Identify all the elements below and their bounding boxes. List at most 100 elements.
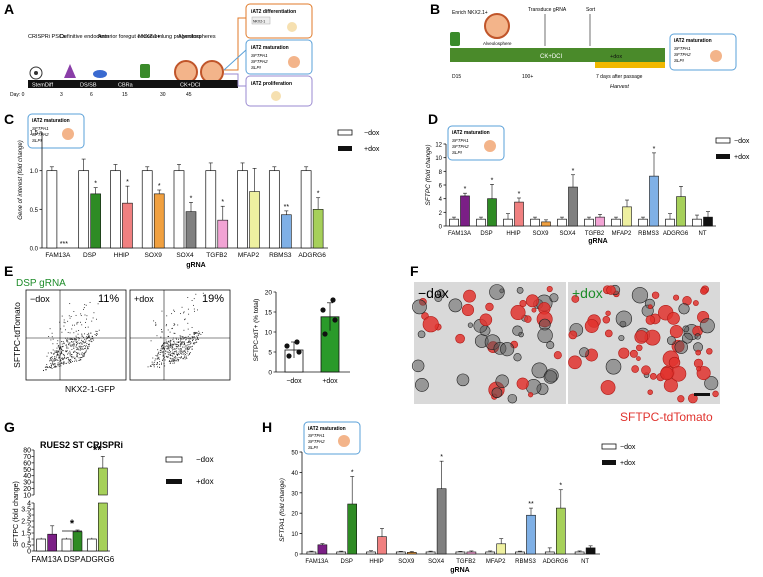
flow-event xyxy=(93,312,95,314)
flow-event xyxy=(91,338,93,340)
d-bar-plus xyxy=(541,221,551,227)
d-sig-0: * xyxy=(464,186,467,193)
d-legend-swatch-plus xyxy=(716,154,730,159)
flow-event xyxy=(173,358,175,360)
g-significance: * ** xyxy=(70,444,102,530)
gene-a-2: SFTPA2 xyxy=(251,59,268,64)
d-cat-6: MFAP2 xyxy=(612,231,632,237)
flow-event xyxy=(162,355,164,357)
c-legend-plus: +dox xyxy=(364,146,380,153)
f-scalebar xyxy=(694,393,710,396)
flow-event xyxy=(67,353,69,355)
g-bar-plus xyxy=(47,533,57,552)
d-legend-minus: −dox xyxy=(734,138,750,145)
flow-event xyxy=(178,341,180,343)
d-cat-3: SOX9 xyxy=(532,231,549,237)
gene-a-3: SLPI xyxy=(251,65,262,70)
b-dox-bar xyxy=(595,62,665,68)
d-bar-minus xyxy=(449,218,459,227)
d-bar-plus xyxy=(622,206,632,227)
f-cell-blob xyxy=(537,327,553,344)
flow-event xyxy=(62,345,64,347)
flow-event xyxy=(87,347,89,349)
flow-event xyxy=(51,332,53,334)
flow-event xyxy=(175,350,177,352)
flow-event xyxy=(54,357,56,359)
flow-event xyxy=(180,353,182,355)
f-cell-blob xyxy=(694,333,701,340)
flow-event xyxy=(172,339,174,341)
c-cat-7: RBMS3 xyxy=(269,252,292,259)
flow-event xyxy=(174,351,176,353)
flow-event xyxy=(64,362,66,364)
flow-event xyxy=(167,351,169,353)
flow-event xyxy=(184,354,186,355)
flow-event xyxy=(43,369,44,371)
flow-event xyxy=(180,344,182,346)
flow-event xyxy=(166,343,168,345)
flow-event xyxy=(175,360,177,362)
box-proliferation xyxy=(245,75,313,107)
flow-event xyxy=(76,355,78,357)
f-cell-blob xyxy=(673,294,680,301)
f-cell-blob xyxy=(645,315,656,325)
flow-event xyxy=(51,366,52,368)
f-cell-blob xyxy=(636,356,641,361)
flow-event xyxy=(196,335,198,337)
flow-event xyxy=(83,307,85,309)
flow-event xyxy=(189,346,191,348)
flow-event xyxy=(84,314,86,316)
arrow-maturation xyxy=(223,49,247,71)
d-cat-9: NT xyxy=(699,231,707,237)
h-bar-minus xyxy=(574,551,585,555)
flow-event xyxy=(194,310,195,312)
flow-event xyxy=(73,348,75,350)
flow-event xyxy=(60,347,62,349)
flow-event xyxy=(173,325,175,327)
flow-event xyxy=(169,345,171,347)
c-significance: *** * * * * * ** * xyxy=(60,179,320,248)
g-ytick-low-4: 2 xyxy=(27,525,31,532)
panel-f-letter: F xyxy=(410,263,419,279)
flow-event xyxy=(82,340,84,342)
flow-event xyxy=(181,343,183,345)
flow-event xyxy=(184,358,186,360)
flow-event xyxy=(159,363,160,365)
g-yticks: 0 0.5 1 1.5 2 2.5 3 3.5 4 10 20 30 40 50… xyxy=(21,448,31,556)
flow-event xyxy=(57,363,59,365)
flow-event xyxy=(193,342,195,344)
flow-event xyxy=(188,340,190,342)
flow-event xyxy=(95,333,97,335)
flow-event xyxy=(87,336,88,338)
flow-event xyxy=(169,360,170,362)
b-maturation-box xyxy=(669,33,737,71)
h-ytick-4: 40 xyxy=(291,471,298,477)
flow-event xyxy=(188,313,190,315)
nkx-box xyxy=(251,16,271,25)
panel-d: D iAT2 maturation SFTPA1 SFTPA2 SLPI SFT… xyxy=(425,111,750,245)
flow-event xyxy=(51,356,53,358)
flow-event xyxy=(80,347,82,349)
flow-event xyxy=(168,348,170,350)
flow-event xyxy=(83,352,85,354)
flow-event xyxy=(197,337,198,338)
flow-event xyxy=(89,335,90,337)
flow-event xyxy=(180,313,181,315)
flow-event xyxy=(60,360,62,362)
b-box-title: iAT2 maturation xyxy=(674,38,712,44)
g-ytick-low-2: 1 xyxy=(27,537,31,544)
flow-event xyxy=(68,352,70,354)
flow-event xyxy=(174,357,176,359)
flow-event xyxy=(84,333,86,335)
flow-event xyxy=(78,352,80,354)
flow-event xyxy=(60,354,62,356)
flow-event xyxy=(83,355,85,357)
flow-event xyxy=(194,332,196,334)
g-legend-swatch-plus xyxy=(166,479,182,484)
d-bar-plus xyxy=(514,201,524,227)
flow-event xyxy=(44,366,46,368)
flow-event xyxy=(175,338,177,340)
flow-event xyxy=(59,321,61,323)
flow-event xyxy=(201,332,203,334)
flow-event xyxy=(183,353,185,355)
